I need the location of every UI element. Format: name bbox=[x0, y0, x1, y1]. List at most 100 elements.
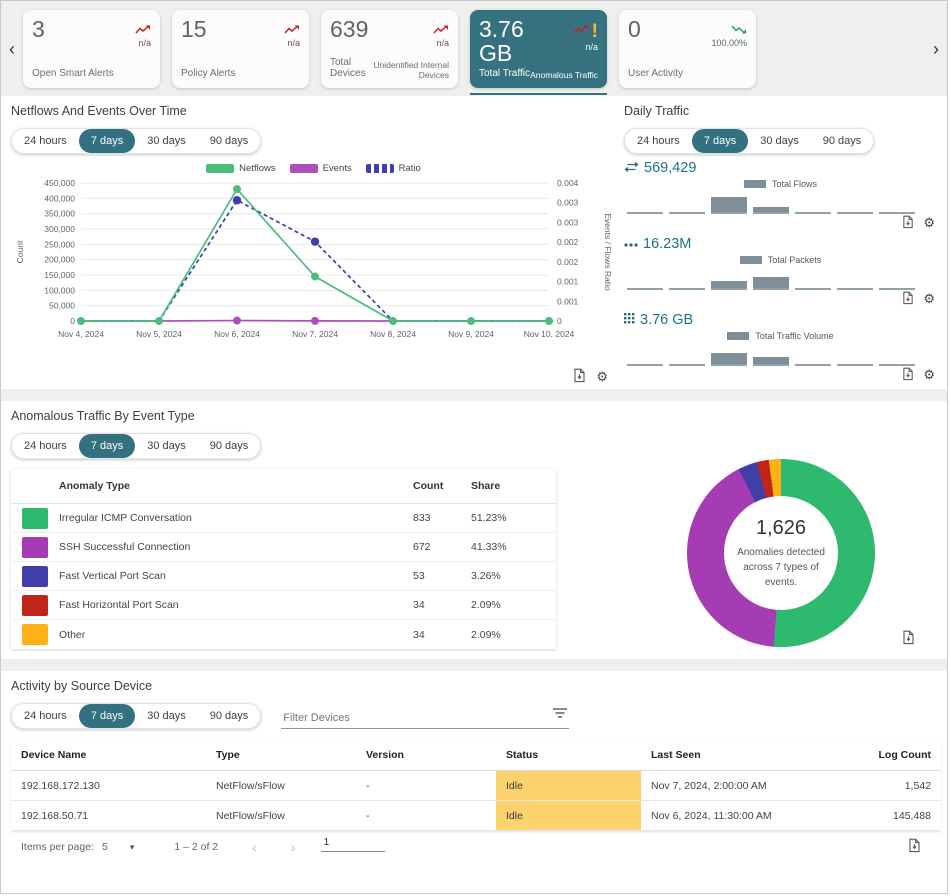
bar-slot bbox=[795, 288, 831, 290]
gear-icon[interactable]: ⚙ bbox=[923, 291, 935, 306]
export-icon[interactable] bbox=[902, 367, 914, 382]
export-icon[interactable] bbox=[902, 291, 914, 306]
gear-icon[interactable]: ⚙ bbox=[596, 369, 608, 385]
page-prev-icon[interactable]: ‹ bbox=[252, 839, 257, 855]
time-range-option-7-days[interactable]: 7 days bbox=[78, 129, 136, 153]
netflows-chart-legend: Netflows Events Ratio bbox=[11, 162, 616, 175]
warning-icon: ! bbox=[591, 20, 598, 42]
kpi-card-open-smart-alerts[interactable]: 3 n/a Open Smart Alerts bbox=[23, 9, 160, 88]
bar bbox=[753, 277, 789, 288]
trend-value: n/a bbox=[585, 41, 598, 52]
anomaly-table-row[interactable]: Fast Vertical Port Scan 53 3.26% bbox=[11, 562, 556, 591]
bar-slot bbox=[669, 288, 705, 290]
legend-swatch bbox=[289, 164, 318, 173]
device-table-row[interactable]: 192.168.50.71 NetFlow/sFlow - Idle Nov 6, 20… bbox=[11, 801, 941, 831]
time-range-option-30-days[interactable]: 30 days bbox=[135, 434, 198, 458]
filter-list-icon[interactable] bbox=[553, 705, 568, 723]
trend-value: n/a bbox=[287, 37, 300, 48]
time-range-option-24-hours[interactable]: 24 hours bbox=[625, 129, 692, 153]
legend-label: Netflows bbox=[239, 163, 276, 174]
donut-total: 1,626 bbox=[755, 516, 807, 539]
carousel-next-icon[interactable]: › bbox=[929, 40, 943, 58]
bar-legend-swatch bbox=[739, 256, 762, 264]
time-range-toggle-anomalous: 24 hours 7 days 30 days 90 days bbox=[11, 433, 262, 459]
anomaly-table: Anomaly Type Count Share Irregular ICMP … bbox=[11, 469, 556, 649]
items-per-page-value[interactable]: 5 bbox=[101, 841, 108, 853]
time-range-option-30-days[interactable]: 30 days bbox=[135, 704, 198, 728]
kpi-card-total-devices[interactable]: 639 n/a Total Devices Unidentified Inter… bbox=[321, 9, 458, 88]
device-name: 192.168.50.71 bbox=[21, 809, 89, 822]
time-range-option-24-hours[interactable]: 24 hours bbox=[12, 129, 79, 153]
bar-slot bbox=[627, 364, 663, 366]
time-range-option-30-days[interactable]: 30 days bbox=[135, 129, 198, 153]
netflows-events-line-chart: 450,000 400,000 350,000 300,000 250,000 200,0… bbox=[15, 178, 613, 339]
anomaly-count: 34 bbox=[413, 628, 425, 641]
bar bbox=[711, 197, 747, 212]
export-icon[interactable] bbox=[902, 630, 915, 647]
time-range-option-7-days[interactable]: 7 days bbox=[78, 434, 136, 458]
time-range-option-90-days[interactable]: 90 days bbox=[198, 129, 261, 153]
bar bbox=[711, 281, 747, 288]
page-next-icon[interactable]: › bbox=[290, 839, 296, 855]
legend-item-ratio[interactable]: Ratio bbox=[365, 163, 421, 174]
anomaly-table-row[interactable]: Fast Horizontal Port Scan 34 2.09% bbox=[11, 591, 556, 620]
anomaly-table-row[interactable]: SSH Successful Connection 672 41.33% bbox=[11, 533, 556, 562]
legend-item-events[interactable]: Events bbox=[289, 163, 352, 174]
time-range-option-90-days[interactable]: 90 days bbox=[198, 434, 261, 458]
items-per-page-label: Items per page: bbox=[21, 841, 94, 853]
time-range-option-90-days[interactable]: 90 days bbox=[198, 704, 261, 728]
bar-slot bbox=[711, 353, 747, 366]
anomaly-table-body: Irregular ICMP Conversation 833 51.23% SSH … bbox=[11, 504, 556, 649]
gear-icon[interactable]: ⚙ bbox=[923, 215, 935, 230]
svg-text:150,000: 150,000 bbox=[44, 270, 75, 280]
time-range-option-24-hours[interactable]: 24 hours bbox=[12, 434, 79, 458]
anomaly-table-header: Anomaly Type Count Share bbox=[11, 469, 556, 504]
svg-text:200,000: 200,000 bbox=[44, 255, 75, 265]
export-icon[interactable] bbox=[908, 838, 921, 855]
kpi-card-user-activity[interactable]: 0 100.00% User Activity bbox=[619, 9, 756, 88]
kpi-card-total-traffic[interactable]: 3.76 GB ! n/a Total Traffic Anomalous Tr… bbox=[470, 9, 607, 95]
anomaly-color-swatch bbox=[22, 536, 48, 558]
legend-swatch bbox=[206, 164, 235, 173]
time-range-option-24-hours[interactable]: 24 hours bbox=[12, 704, 79, 728]
kpi-strip: ‹ 3 n/a Open Smart Alerts 15 n/ bbox=[1, 1, 947, 96]
time-range-option-90-days[interactable]: 90 days bbox=[811, 129, 874, 153]
device-table: Device Name Type Version Status Last See… bbox=[11, 739, 941, 831]
anomaly-color-swatch bbox=[22, 624, 48, 645]
metric-total-traffic-volume: 3.76 GB Total Traffic Volume ⚙ bbox=[624, 311, 937, 382]
bar-legend-swatch bbox=[727, 332, 750, 340]
carousel-prev-icon[interactable]: ‹ bbox=[5, 40, 19, 58]
time-range-option-30-days[interactable]: 30 days bbox=[748, 129, 811, 153]
time-range-option-7-days[interactable]: 7 days bbox=[691, 129, 749, 153]
filter-devices-input[interactable] bbox=[281, 708, 570, 729]
export-icon[interactable] bbox=[902, 215, 914, 230]
bar-slot bbox=[837, 364, 873, 366]
legend-label: Ratio bbox=[398, 163, 421, 174]
gear-icon[interactable]: ⚙ bbox=[923, 367, 935, 382]
svg-text:0.004: 0.004 bbox=[557, 178, 579, 188]
col-last-seen: Last Seen bbox=[651, 748, 701, 761]
legend-item-netflows[interactable]: Netflows bbox=[206, 163, 276, 174]
pagination-range: 1 – 2 of 2 bbox=[174, 841, 219, 853]
anomaly-color-swatch bbox=[22, 507, 48, 529]
svg-text:0: 0 bbox=[70, 316, 75, 326]
anomaly-type: Fast Vertical Port Scan bbox=[59, 570, 166, 582]
export-icon[interactable] bbox=[573, 368, 586, 385]
svg-text:Nov 9, 2024: Nov 9, 2024 bbox=[448, 329, 494, 339]
bar-slot bbox=[795, 212, 831, 214]
device-table-row[interactable]: 192.168.172.130 NetFlow/sFlow - Idle Nov 7, … bbox=[11, 771, 941, 801]
kpi-card-policy-alerts[interactable]: 15 n/a Policy Alerts bbox=[172, 9, 309, 88]
kpi-value: 3.76 GB bbox=[479, 15, 524, 66]
page-number-input[interactable] bbox=[321, 834, 386, 852]
anomaly-count: 34 bbox=[413, 599, 425, 611]
device-name: 192.168.172.130 bbox=[21, 779, 100, 792]
anomaly-table-row[interactable]: Other 34 2.09% bbox=[11, 620, 556, 649]
total-packets-bar-chart bbox=[624, 268, 937, 290]
anomaly-table-row[interactable]: Irregular ICMP Conversation 833 51.23% bbox=[11, 504, 556, 533]
anomaly-donut-chart: 1,626 Anomalies detected across 7 types … bbox=[677, 459, 885, 647]
time-range-option-7-days[interactable]: 7 days bbox=[78, 704, 136, 728]
svg-text:Nov 5, 2024: Nov 5, 2024 bbox=[136, 329, 182, 339]
items-per-page-caret-icon[interactable]: ▾ bbox=[129, 841, 135, 852]
svg-text:Nov 7, 2024: Nov 7, 2024 bbox=[292, 329, 338, 339]
